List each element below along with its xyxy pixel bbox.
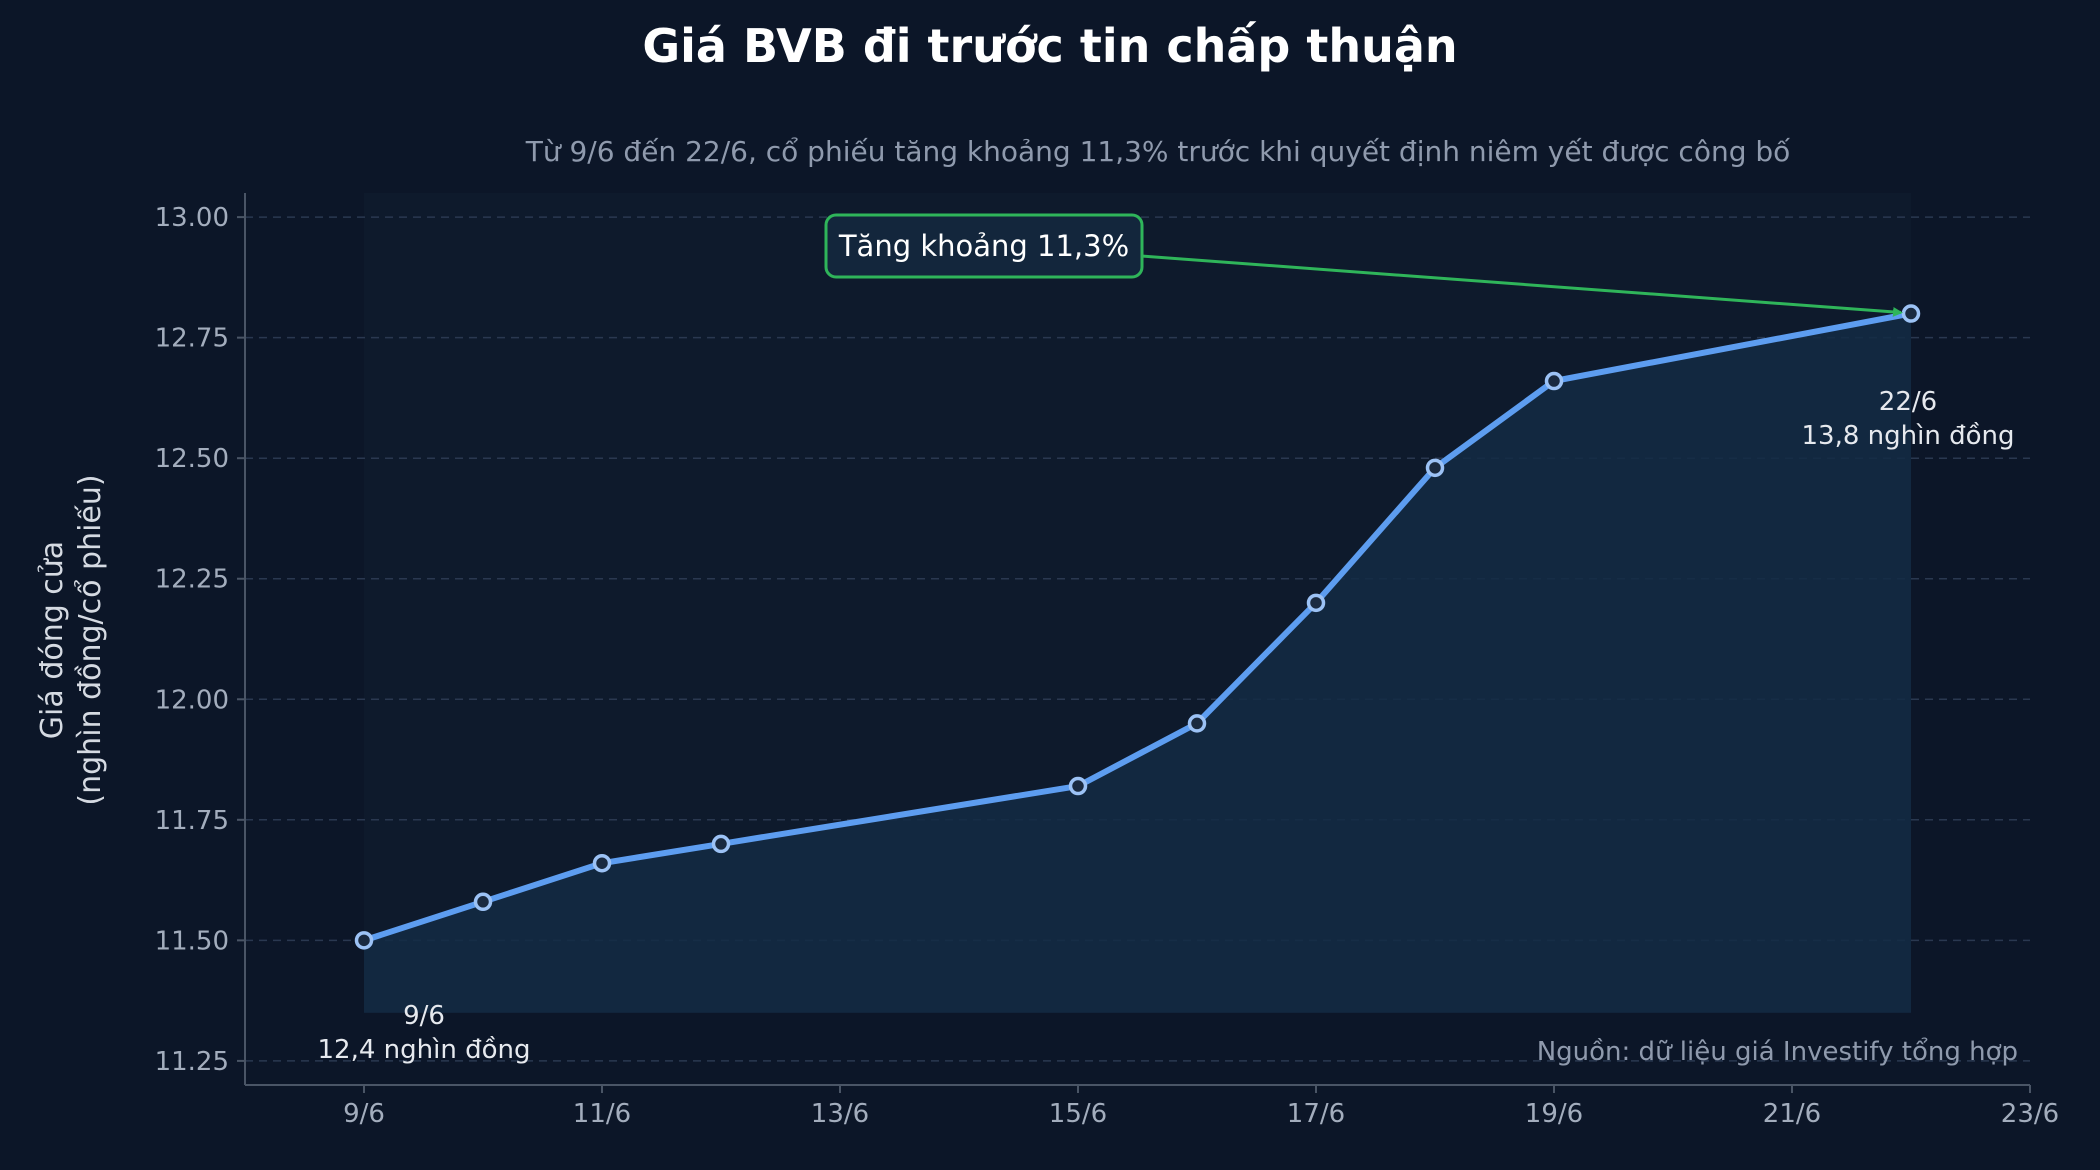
data-point: [473, 892, 493, 912]
y-axis-label: Giá đóng cửa (nghìn đồng/cổ phiếu): [35, 474, 108, 805]
y-tick-label: 11.75: [155, 806, 229, 836]
data-point: [354, 931, 374, 950]
x-tick-label: 11/6: [573, 1099, 631, 1129]
data-point: [1187, 714, 1207, 733]
data-point: [711, 834, 731, 854]
callout-text: Tăng khoảng 11,3%: [838, 229, 1129, 263]
source-note: Nguồn: dữ liệu giá Investify tổng hợp: [1537, 1036, 2018, 1067]
start-label-value: 12,4 nghìn đồng: [318, 1035, 531, 1065]
x-tick-label: 17/6: [1287, 1099, 1345, 1129]
data-points: [354, 304, 1921, 950]
start-label-date: 9/6: [403, 1001, 445, 1031]
x-tick-label: 9/6: [343, 1099, 385, 1129]
data-point: [1425, 458, 1445, 478]
series-line: [361, 310, 1914, 944]
x-tick-label: 19/6: [1525, 1099, 1583, 1129]
y-tick-label: 12.25: [155, 565, 229, 595]
end-label-date: 22/6: [1879, 387, 1937, 417]
data-point: [1544, 371, 1564, 391]
end-label-value: 13,8 nghìn đồng: [1802, 421, 2015, 451]
data-point: [592, 853, 612, 873]
y-tick-label: 12.75: [155, 324, 229, 354]
x-tick-label: 15/6: [1049, 1099, 1107, 1129]
x-tick-labels: 9/6 11/6 13/6 15/6 17/6 19/6 21/6 23/6: [343, 1085, 2059, 1129]
x-tick-label: 23/6: [2001, 1099, 2059, 1129]
y-tick-label: 11.25: [155, 1047, 229, 1077]
callout-arrow: [1141, 254, 1903, 317]
y-tick-labels: 11.25 11.50 11.75 12.00 12.25 12.50 12.75 13.00: [155, 203, 245, 1077]
data-point: [1068, 776, 1088, 796]
callout-box: [824, 213, 1144, 279]
y-tick-label: 12.50: [155, 444, 229, 474]
series-area-fill: [364, 313, 1911, 1013]
data-point: [1901, 304, 1921, 323]
chart-subtitle: Từ 9/6 đến 22/6, cổ phiếu tăng khoảng 11…: [525, 135, 1791, 168]
x-tick-label: 13/6: [811, 1099, 869, 1129]
data-point: [1306, 593, 1326, 613]
x-tick-label: 21/6: [1763, 1099, 1821, 1129]
chart-title: Giá BVB đi trước tin chấp thuận: [642, 19, 1457, 73]
y-tick-label: 13.00: [155, 203, 229, 233]
y-axis-label-line1: Giá đóng cửa: [35, 541, 70, 739]
y-tick-label: 11.50: [155, 926, 229, 956]
y-tick-label: 12.00: [155, 685, 229, 715]
y-axis-label-line2: (nghìn đồng/cổ phiếu): [72, 474, 108, 805]
